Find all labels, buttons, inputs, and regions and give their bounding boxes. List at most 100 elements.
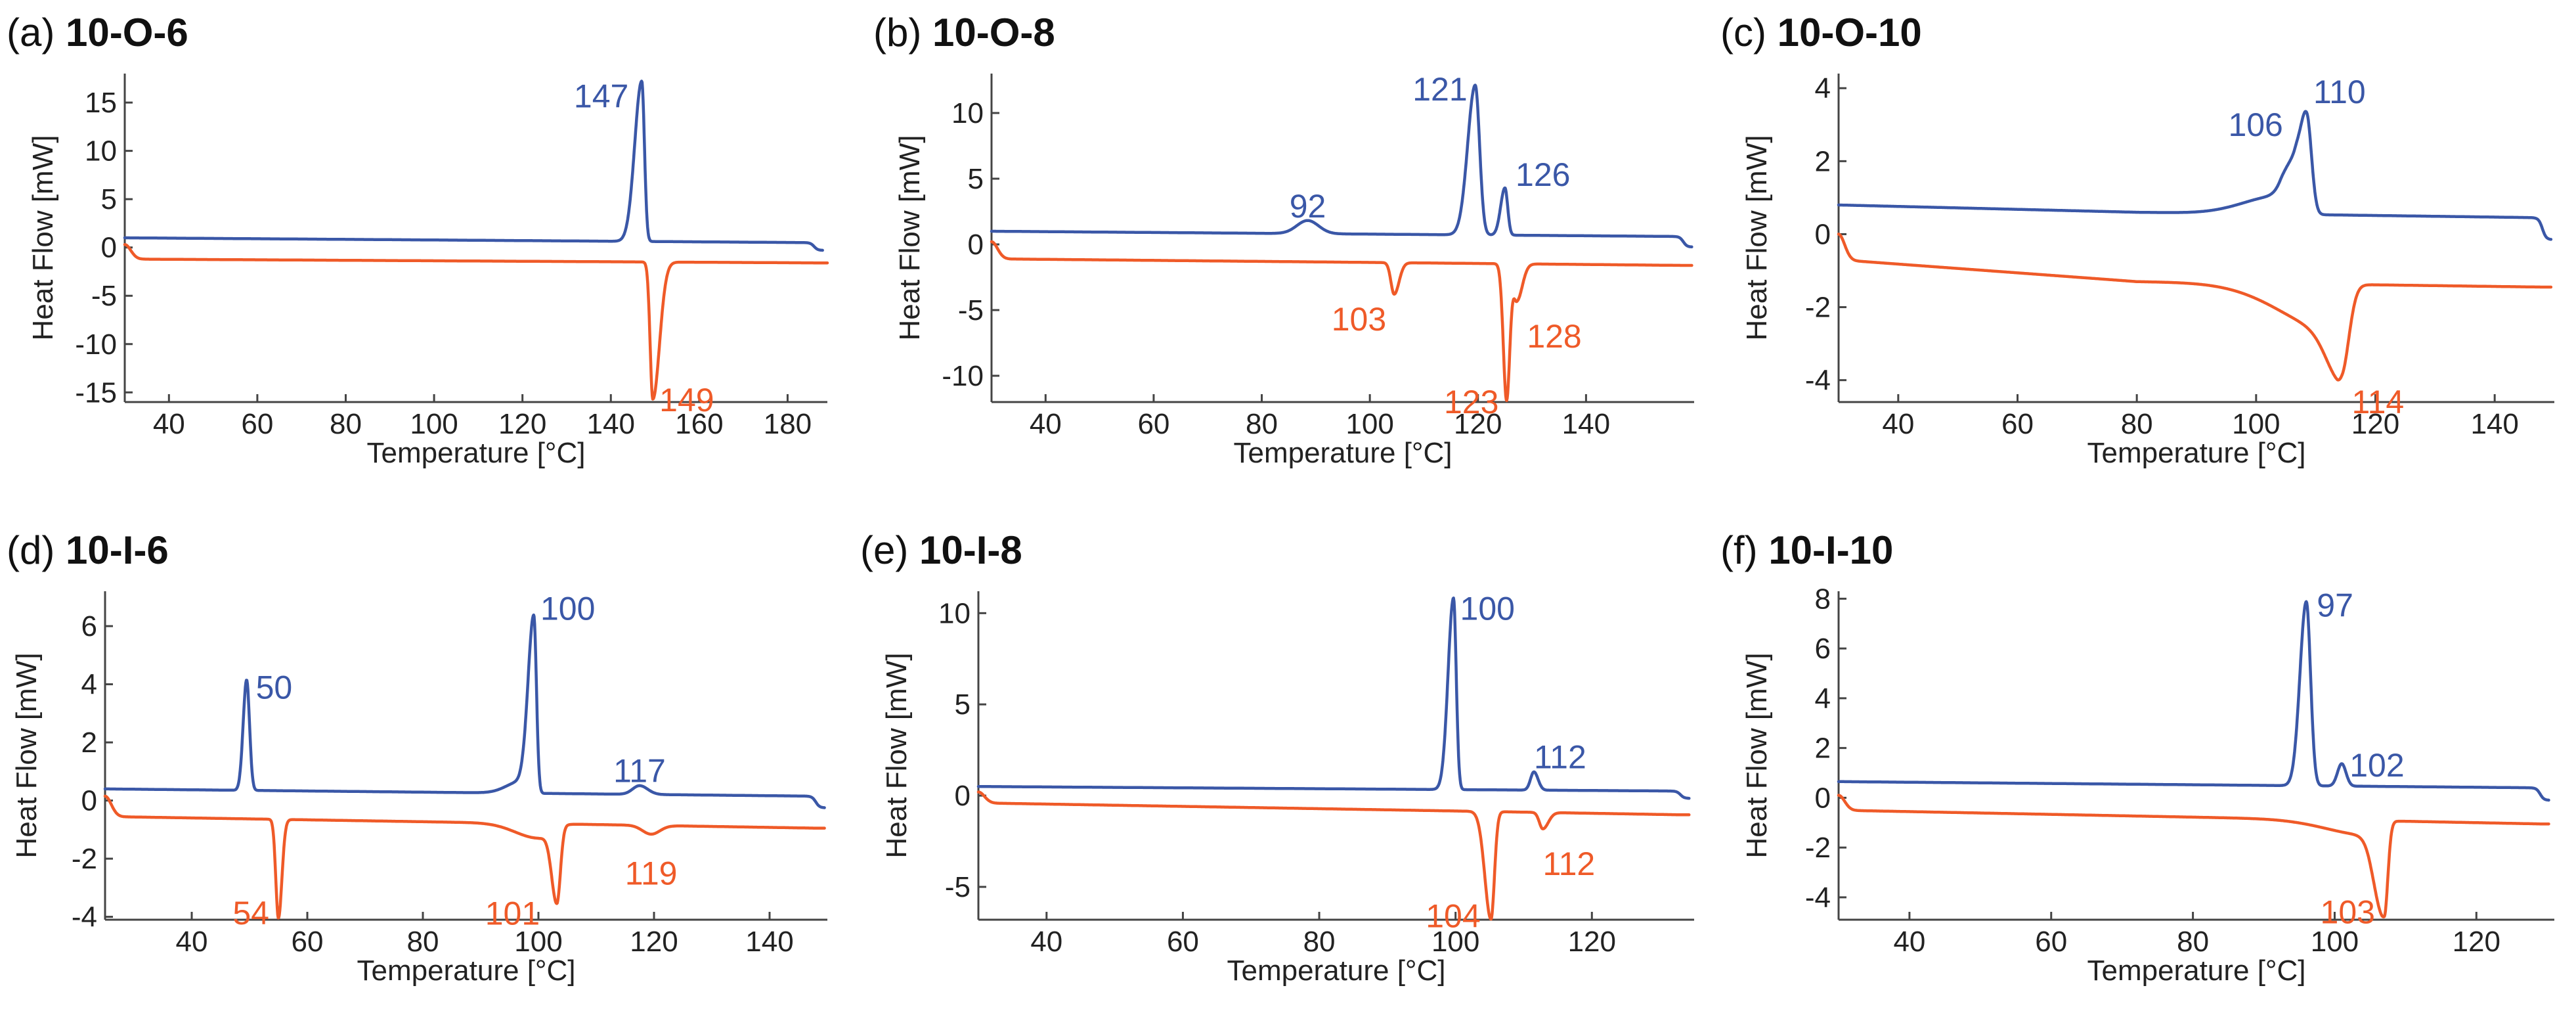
heating-curve bbox=[123, 243, 829, 401]
y-tick-label: 10 bbox=[951, 97, 984, 129]
x-tick-label: 100 bbox=[410, 408, 458, 440]
y-axis-title: Heat Flow [mW] bbox=[11, 653, 43, 859]
x-tick-label: 100 bbox=[2311, 926, 2359, 958]
y-tick-label: -2 bbox=[1805, 832, 1831, 864]
cooling-peak-label: 92 bbox=[1290, 188, 1326, 225]
panel-letter: (d) bbox=[7, 528, 66, 572]
panel-title: (d) 10-I-6 bbox=[7, 528, 169, 572]
heating-peak-label: 103 bbox=[1332, 301, 1386, 338]
cooling-peak-label: 100 bbox=[540, 591, 595, 627]
x-tick-label: 60 bbox=[1167, 926, 1199, 958]
x-tick-label: 100 bbox=[2232, 408, 2280, 440]
heating-peak-label: 104 bbox=[1426, 897, 1480, 934]
y-tick-label: 0 bbox=[101, 232, 117, 264]
y-axis-title: Heat Flow [mW] bbox=[881, 653, 913, 859]
y-tick-label: 5 bbox=[955, 688, 971, 721]
cooling-curve bbox=[103, 613, 826, 809]
cooling-peak-label: 110 bbox=[2313, 74, 2366, 110]
heating-peak-label: 119 bbox=[625, 855, 678, 891]
x-tick-label: 180 bbox=[764, 408, 812, 440]
x-tick-label: 120 bbox=[2453, 926, 2500, 958]
chart-panel-f: (f) 10-I-10 40 60 80 100 120 -4 -2 0 2 4 6 8 Temperat… bbox=[1720, 528, 2554, 987]
y-tick-label: -2 bbox=[72, 843, 97, 875]
chart-panel-a: (a) 10-O-6 40 60 80 100 120 140 160 180 -15 -10 -5 0… bbox=[7, 11, 829, 469]
heating-peak-label: 123 bbox=[1444, 384, 1498, 420]
y-tick-label: -5 bbox=[91, 280, 117, 312]
y-tick-label: -15 bbox=[75, 376, 117, 409]
y-tick-label: -10 bbox=[942, 360, 984, 392]
panel-letter: (b) bbox=[873, 11, 932, 55]
x-axis-title: Temperature [°C] bbox=[366, 437, 585, 469]
y-axis-title: Heat Flow [mW] bbox=[1741, 653, 1773, 859]
y-tick-label: -5 bbox=[958, 294, 984, 326]
y-tick-label: 0 bbox=[1815, 782, 1831, 814]
y-tick-label: 8 bbox=[1815, 583, 1831, 615]
y-tick-label: 6 bbox=[1815, 633, 1831, 665]
x-tick-label: 100 bbox=[1345, 408, 1393, 440]
y-tick-label: 15 bbox=[85, 87, 117, 119]
cooling-peak-label: 50 bbox=[256, 669, 293, 706]
y-tick-label: 10 bbox=[85, 135, 117, 168]
panel-name: 10-O-10 bbox=[1778, 11, 1922, 55]
cooling-curve bbox=[976, 597, 1691, 800]
x-tick-label: 40 bbox=[153, 408, 185, 440]
x-tick-label: 60 bbox=[2001, 408, 2034, 440]
y-tick-label: 4 bbox=[81, 669, 97, 701]
y-tick-label: 6 bbox=[81, 610, 97, 642]
x-tick-label: 60 bbox=[241, 408, 273, 440]
x-axis-title: Temperature [°C] bbox=[2087, 437, 2305, 469]
panel-letter: (c) bbox=[1720, 11, 1778, 55]
x-tick-label: 160 bbox=[675, 408, 723, 440]
heating-curve bbox=[1837, 794, 2550, 918]
x-tick-label: 80 bbox=[407, 926, 439, 958]
x-axis-title: Temperature [°C] bbox=[357, 955, 575, 987]
y-tick-label: -2 bbox=[1805, 292, 1831, 324]
chart-panel-b: (b) 10-O-8 40 60 80 100 120 140 -10 -5 0 5 10 Temper… bbox=[873, 11, 1694, 469]
heating-curve bbox=[976, 790, 1691, 921]
x-tick-label: 80 bbox=[2177, 926, 2209, 958]
panel-name: 10-I-8 bbox=[919, 528, 1022, 572]
x-axis-title: Temperature [°C] bbox=[2087, 955, 2305, 987]
panel-title: (a) 10-O-6 bbox=[7, 11, 188, 55]
y-tick-label: 2 bbox=[1815, 732, 1831, 765]
y-tick-label: 5 bbox=[968, 163, 984, 195]
chart-panel-d: (d) 10-I-6 40 60 80 100 120 140 -4 -2 0 2 4 6 Tempera… bbox=[7, 528, 827, 987]
x-tick-label: 100 bbox=[514, 926, 562, 958]
heating-curve bbox=[103, 794, 826, 920]
panel-letter: (a) bbox=[7, 11, 66, 55]
y-tick-label: -10 bbox=[75, 328, 117, 361]
y-tick-label: 10 bbox=[938, 597, 971, 629]
cooling-peak-label: 117 bbox=[613, 753, 666, 790]
panel-name: 10-O-8 bbox=[932, 11, 1055, 55]
x-tick-label: 40 bbox=[1893, 926, 1925, 958]
x-tick-label: 80 bbox=[1303, 926, 1336, 958]
x-tick-label: 60 bbox=[292, 926, 324, 958]
x-tick-label: 80 bbox=[330, 408, 362, 440]
panel-title: (c) 10-O-10 bbox=[1720, 11, 1922, 55]
x-tick-label: 120 bbox=[630, 926, 678, 958]
cooling-peak-label: 112 bbox=[1534, 739, 1586, 776]
cooling-curve bbox=[1837, 110, 2553, 241]
heating-curve bbox=[1837, 233, 2553, 382]
cooling-peak-label: 97 bbox=[2317, 587, 2353, 623]
y-tick-label: 2 bbox=[81, 727, 97, 759]
x-axis-title: Temperature [°C] bbox=[1233, 437, 1452, 469]
heating-peak-label: 103 bbox=[2321, 894, 2375, 931]
cooling-curve bbox=[123, 79, 824, 252]
panel-name: 10-I-10 bbox=[1768, 528, 1893, 572]
cooling-peak-label: 102 bbox=[2349, 747, 2404, 784]
panel-name: 10-O-6 bbox=[66, 11, 188, 55]
heating-peak-label: 128 bbox=[1527, 318, 1581, 355]
cooling-peak-label: 147 bbox=[574, 78, 628, 115]
chart-panel-e: (e) 10-I-8 40 60 80 100 120 -5 0 5 10 Temperature … bbox=[860, 528, 1694, 987]
x-tick-label: 40 bbox=[1030, 926, 1062, 958]
x-tick-label: 80 bbox=[1246, 408, 1278, 440]
panel-title: (f) 10-I-10 bbox=[1720, 528, 1893, 572]
y-tick-label: 0 bbox=[968, 229, 984, 261]
y-tick-label: 5 bbox=[101, 183, 117, 215]
y-axis-title: Heat Flow [mW] bbox=[1741, 135, 1773, 341]
y-tick-label: 0 bbox=[1815, 218, 1831, 250]
y-tick-label: -4 bbox=[1805, 365, 1831, 397]
x-tick-label: 140 bbox=[587, 408, 635, 440]
